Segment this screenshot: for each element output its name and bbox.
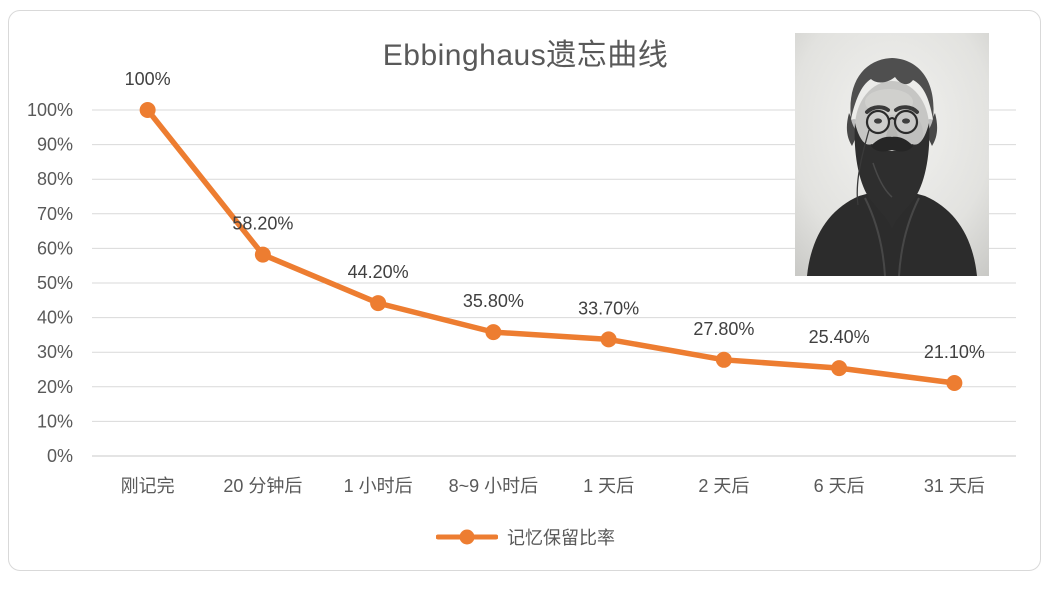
data-point-marker [370, 295, 387, 312]
data-point-marker [715, 351, 732, 368]
portrait-eyebrow-left [865, 105, 890, 114]
portrait-hair [850, 58, 934, 119]
chart-legend: 记忆保留比率 [0, 522, 1051, 552]
y-axis-tick-label: 100% [27, 100, 73, 120]
portrait-beard-highlight [872, 162, 893, 198]
portrait-glasses-cord [856, 129, 870, 206]
portrait-lapel-left [864, 197, 886, 276]
portrait-glasses-bridge [888, 117, 896, 121]
data-point-marker [831, 360, 848, 377]
data-point-label: 35.80% [463, 291, 524, 311]
portrait-glasses-left-lens [865, 109, 891, 135]
legend-line-marker-icon [436, 529, 498, 545]
data-point-label: 58.20% [232, 214, 293, 234]
data-point-label: 21.10% [924, 342, 985, 362]
retention-line [144, 107, 958, 386]
y-axis-tick-label: 50% [37, 273, 73, 293]
data-point-label: 100% [125, 69, 171, 89]
x-axis-category-label: 1 天后 [583, 476, 634, 496]
hermann-ebbinghaus-portrait [795, 33, 989, 276]
portrait-eye-right [902, 118, 910, 124]
x-axis-category-label: 6 天后 [814, 476, 865, 496]
x-axis-category-label: 8~9 小时后 [449, 476, 539, 496]
y-axis-tick-label: 10% [37, 411, 73, 431]
portrait-glasses-right-lens [893, 109, 919, 135]
chart-title: Ebbinghaus遗忘曲线 [382, 39, 669, 72]
portrait-mustache [871, 136, 913, 152]
y-axis-tick-label: 20% [37, 377, 73, 397]
data-point-label: 33.70% [578, 298, 639, 318]
y-axis-tick-label: 60% [37, 238, 73, 258]
y-axis-tick-label: 0% [47, 446, 73, 466]
data-point-marker [254, 246, 271, 263]
y-axis-tick-label: 70% [37, 204, 73, 224]
y-axis-tick-label: 80% [37, 169, 73, 189]
portrait-suit [807, 187, 977, 276]
portrait-lapel-right [898, 197, 920, 276]
y-axis-tick-label: 90% [37, 135, 73, 155]
data-point-marker [485, 324, 502, 341]
legend-series-label: 记忆保留比率 [507, 528, 615, 548]
y-axis-tick-label: 40% [37, 308, 73, 328]
data-point-label: 44.20% [348, 262, 409, 282]
x-axis-category-label: 2 天后 [698, 476, 749, 496]
y-axis-tick-label: 30% [37, 342, 73, 362]
x-axis-category-label: 刚记完 [121, 476, 175, 496]
portrait-eye-left [874, 118, 882, 124]
data-point-marker [139, 102, 156, 118]
portrait-eyebrow-right [894, 105, 919, 114]
data-point-label: 27.80% [693, 319, 754, 339]
portrait-beard [854, 123, 930, 229]
x-axis-category-label: 20 分钟后 [223, 476, 302, 496]
x-axis-category-label: 1 小时后 [344, 476, 413, 496]
data-point-marker [600, 331, 617, 348]
data-point-label: 25.40% [809, 327, 870, 347]
data-point-marker [946, 374, 963, 391]
x-axis-category-label: 31 天后 [924, 476, 985, 496]
